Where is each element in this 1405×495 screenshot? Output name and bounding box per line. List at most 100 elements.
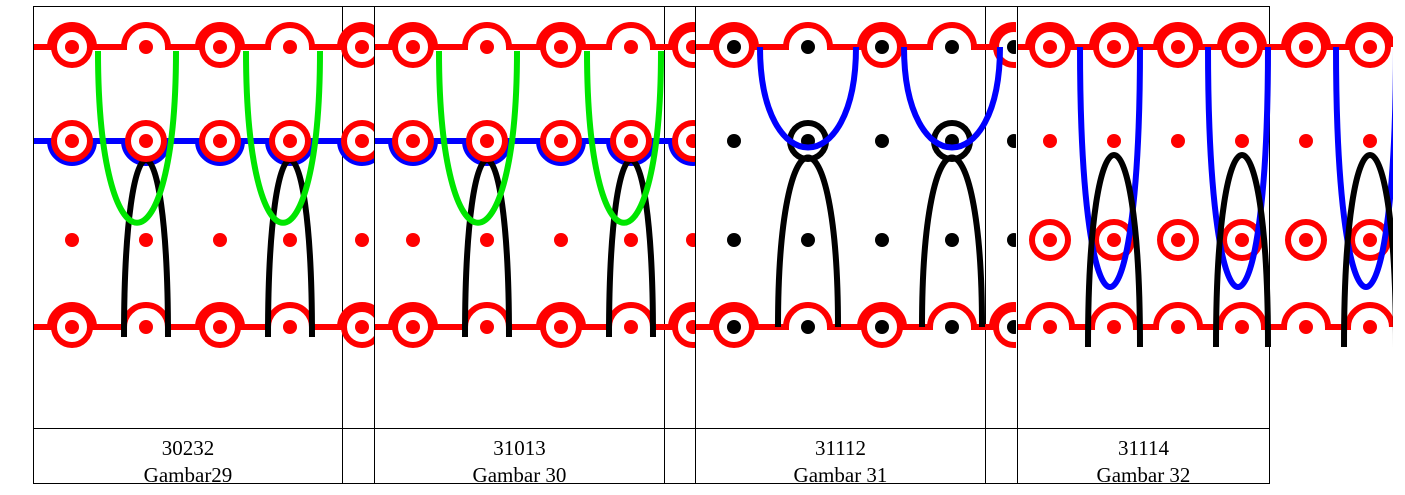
stitch-dot bbox=[1043, 40, 1057, 54]
stitch-dot bbox=[355, 134, 369, 148]
stitch-ring bbox=[269, 120, 311, 162]
stitch-dot bbox=[1363, 320, 1377, 334]
stitch-ring bbox=[392, 26, 434, 68]
stitch-dot bbox=[1171, 320, 1185, 334]
stitch-dot bbox=[1171, 134, 1185, 148]
knit-pattern-diagram bbox=[375, 22, 695, 348]
figure-code: 31114 bbox=[1118, 436, 1169, 460]
yarn-loop bbox=[1085, 152, 1143, 348]
stitch-dot bbox=[624, 40, 638, 54]
figure-cell-1: 30232 Gambar29 bbox=[34, 6, 374, 487]
stitch-ring bbox=[1285, 219, 1327, 261]
stitch-dot bbox=[1107, 233, 1121, 247]
stitch-dot bbox=[283, 40, 297, 54]
table-border-right bbox=[1269, 6, 1270, 484]
yarn-course bbox=[375, 138, 695, 166]
stitch-dot bbox=[875, 233, 889, 247]
yarn-loop bbox=[1341, 152, 1393, 348]
stitch-dot bbox=[1363, 40, 1377, 54]
yarn-course bbox=[1018, 302, 1393, 330]
table-border-left bbox=[33, 6, 34, 484]
stitch-dot bbox=[801, 320, 815, 334]
stitch-dot bbox=[65, 134, 79, 148]
stitch-dot bbox=[406, 233, 420, 247]
stitch-ring bbox=[713, 26, 755, 68]
stitch-dot bbox=[1363, 134, 1377, 148]
stitch-dot bbox=[554, 233, 568, 247]
stitch-dot bbox=[1007, 233, 1016, 247]
yarn-loop bbox=[901, 46, 1003, 151]
stitch-ring bbox=[51, 26, 93, 68]
stitch-dot bbox=[801, 40, 815, 54]
stitch-dot bbox=[139, 320, 153, 334]
stitch-ring bbox=[125, 120, 167, 162]
yarn-course bbox=[1018, 22, 1393, 50]
stitch-ring bbox=[199, 306, 241, 348]
stitch-dot bbox=[213, 233, 227, 247]
stitch-dot bbox=[213, 320, 227, 334]
stitch-dot bbox=[213, 134, 227, 148]
stitch-dot bbox=[1235, 134, 1249, 148]
yarn-loop bbox=[243, 50, 323, 226]
stitch-dot bbox=[480, 320, 494, 334]
stitch-dot bbox=[1235, 40, 1249, 54]
figure-label: Gambar29 bbox=[143, 463, 233, 487]
yarn-course bbox=[696, 302, 1016, 330]
stitch-ring bbox=[1157, 219, 1199, 261]
stitch-dot bbox=[1043, 233, 1057, 247]
yarn-loop bbox=[1077, 46, 1143, 290]
stitch-dot bbox=[1299, 134, 1313, 148]
stitch-dot bbox=[480, 134, 494, 148]
stitch-ring bbox=[1157, 26, 1199, 68]
yarn-course bbox=[696, 22, 1016, 50]
figure-cell-2: 31013 Gambar 30 bbox=[375, 6, 695, 487]
stitch-dot bbox=[1043, 320, 1057, 334]
stitch-ring bbox=[1221, 219, 1263, 261]
figure-label: Gambar 32 bbox=[1096, 463, 1191, 487]
stitch-dot bbox=[624, 320, 638, 334]
stitch-ring bbox=[993, 26, 1016, 68]
table-col-line-2 bbox=[374, 6, 375, 484]
stitch-dot bbox=[406, 320, 420, 334]
figure-code: 31112 bbox=[815, 436, 866, 460]
stitch-dot bbox=[686, 134, 695, 148]
stitch-dot bbox=[727, 134, 741, 148]
stitch-dot bbox=[554, 40, 568, 54]
stitch-ring bbox=[861, 306, 903, 348]
yarn-course bbox=[34, 302, 374, 330]
stitch-ring bbox=[51, 306, 93, 348]
yarn-loop bbox=[1205, 46, 1271, 290]
stitch-dot bbox=[139, 233, 153, 247]
yarn-loop bbox=[95, 50, 179, 226]
yarn-loop bbox=[919, 154, 985, 328]
stitch-dot bbox=[1299, 233, 1313, 247]
stitch-dot bbox=[406, 134, 420, 148]
table-col-line-6 bbox=[1017, 6, 1018, 484]
stitch-ring bbox=[1221, 26, 1263, 68]
stitch-ring bbox=[1285, 26, 1327, 68]
stitch-dot bbox=[1043, 134, 1057, 148]
stitch-ring bbox=[392, 306, 434, 348]
stitch-dot bbox=[875, 320, 889, 334]
stitch-dot bbox=[139, 134, 153, 148]
stitch-ring bbox=[1093, 26, 1135, 68]
stitch-ring bbox=[1093, 219, 1135, 261]
stitch-dot bbox=[1171, 40, 1185, 54]
table-border-top bbox=[33, 6, 1270, 7]
stitch-dot bbox=[554, 320, 568, 334]
stitch-ring bbox=[672, 120, 695, 162]
stitch-dot bbox=[1235, 320, 1249, 334]
figure-label: Gambar 31 bbox=[793, 463, 888, 487]
stitch-dot bbox=[945, 320, 959, 334]
stitch-dot bbox=[1171, 233, 1185, 247]
figure-code: 30232 bbox=[161, 436, 215, 460]
knit-pattern-diagram bbox=[34, 22, 374, 348]
figure-cell-4: 31114 Gambar 32 bbox=[1018, 6, 1393, 487]
stitch-dot bbox=[355, 40, 369, 54]
stitch-dot bbox=[65, 320, 79, 334]
stitch-ring bbox=[1029, 26, 1071, 68]
stitch-dot bbox=[65, 40, 79, 54]
stitch-ring bbox=[540, 120, 582, 162]
stitch-dot bbox=[727, 40, 741, 54]
stitch-dot bbox=[1363, 233, 1377, 247]
